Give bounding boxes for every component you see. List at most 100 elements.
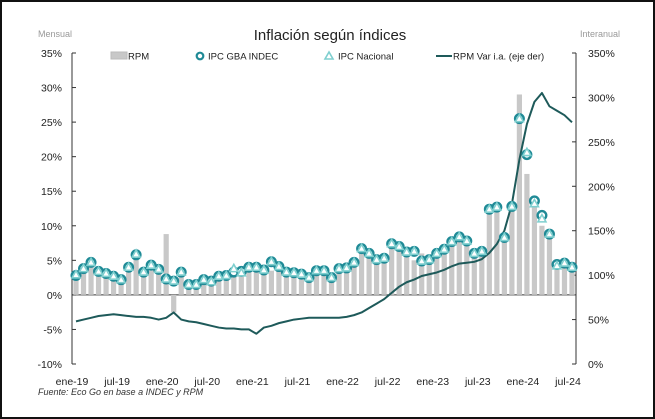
y-tick-label: -10% — [37, 359, 62, 371]
bar-rpm — [126, 270, 132, 295]
legend-label-rpm: RPM — [128, 52, 149, 63]
marker-ipc-nacional — [514, 112, 525, 123]
bar-rpm — [276, 270, 282, 295]
marker-ipc-nacional — [303, 271, 315, 282]
bar-rpm — [298, 274, 305, 295]
y-tick-label: 5% — [47, 255, 62, 267]
marker-ipc-nacional — [483, 203, 495, 213]
y2-tick-label: 100% — [588, 270, 615, 282]
marker-ipc-nacional — [78, 262, 89, 273]
y-tick-label: 25% — [41, 117, 62, 129]
bar-rpm — [494, 211, 500, 295]
bar-rpm — [148, 267, 154, 295]
marker-ipc-nacional — [138, 266, 149, 276]
bar-rpm — [321, 267, 327, 295]
legend-label-line: RPM Var i.a. (eje der) — [453, 52, 544, 63]
bar-rpm — [509, 205, 515, 295]
y-tick-label: 0% — [47, 290, 62, 302]
bar-rpm — [531, 205, 538, 295]
bar-rpm — [80, 270, 87, 295]
marker-ipc-nacional — [333, 262, 345, 273]
y2-tick-label: 350% — [588, 48, 615, 60]
bar-rpm — [95, 274, 102, 295]
marker-ipc-nacional — [108, 270, 119, 281]
legend-label-ipc-gba: IPC GBA INDEC — [208, 52, 278, 63]
bar-rpm — [441, 253, 447, 295]
bar-rpm — [464, 239, 470, 295]
marker-ipc-nacional — [506, 200, 518, 211]
marker-ipc-nacional — [536, 213, 548, 223]
bar-rpm — [73, 277, 79, 295]
line-rpm-yoy — [75, 91, 573, 335]
bar-rpm — [261, 270, 267, 295]
marker-ipc-nacional — [544, 228, 555, 238]
marker-ipc-nacional — [243, 261, 255, 272]
bar-rpm — [103, 274, 109, 295]
marker-ipc-nacional — [529, 197, 540, 208]
y-tick-label: -5% — [43, 324, 62, 336]
bar-rpm — [201, 281, 207, 295]
marker-ipc-nacional — [341, 262, 352, 272]
bar-rpm — [501, 239, 507, 295]
marker-ipc-nacional — [175, 266, 187, 276]
bar-rpm — [291, 274, 297, 295]
marker-ipc-nacional — [130, 248, 142, 258]
bar-rpm — [336, 267, 342, 295]
y-tick-label: 35% — [41, 48, 62, 60]
marker-ipc-nacional — [145, 259, 157, 269]
bar-rpm — [411, 260, 417, 295]
bar-rpm — [381, 260, 387, 295]
bar-rpm — [569, 267, 575, 295]
marker-ipc-nacional — [273, 260, 285, 271]
y2-tick-label: 150% — [588, 226, 615, 238]
marker-ipc-nacional — [446, 235, 458, 246]
x-tick-label: jul-23 — [464, 376, 491, 388]
marker-ipc-nacional — [115, 273, 127, 284]
right-axis-label: Interanual — [580, 29, 620, 39]
marker-ipc-nacional — [378, 252, 390, 263]
legend-swatch-ipc-nacional — [323, 50, 335, 60]
legend-swatch-ipc-gba — [195, 51, 205, 61]
marker-ipc-nacional — [461, 235, 473, 245]
bar-rpm — [253, 263, 259, 295]
marker-ipc-nacional — [220, 269, 232, 280]
y-tick-label: 20% — [41, 152, 62, 164]
bar-rpm — [539, 225, 545, 295]
bar-rpm — [404, 249, 410, 295]
legend-label-ipc-nacional: IPC Nacional — [338, 52, 393, 63]
marker-ipc-nacional — [85, 256, 97, 267]
marker-ipc-nacional — [326, 271, 337, 282]
bar-rpm — [389, 246, 395, 295]
bar-rpm — [449, 243, 455, 295]
x-tick-label: jul-19 — [103, 376, 130, 388]
marker-ipc-nacional — [521, 146, 533, 157]
marker-ipc-nacional — [408, 245, 420, 256]
y2-tick-label: 50% — [588, 315, 609, 327]
marker-ipc-nacional — [491, 201, 503, 211]
x-tick-label: ene-24 — [507, 376, 540, 388]
marker-ipc-nacional — [235, 266, 247, 277]
bar-rpm — [246, 267, 252, 295]
marker-ipc-nacional — [168, 275, 180, 285]
bar-rpm — [163, 234, 169, 295]
bar-rpm — [283, 274, 290, 295]
x-tick-label: jul-21 — [284, 376, 311, 388]
bar-rpm — [374, 260, 380, 295]
bar-rpm — [561, 263, 568, 295]
line-rpm-var-ia — [75, 91, 573, 335]
marker-ipc-nacional — [198, 273, 210, 284]
marker-ipc-nacional — [559, 257, 570, 267]
legend-swatch-rpm — [110, 51, 128, 60]
marker-ipc-nacional — [100, 267, 112, 278]
marker-ipc-nacional — [401, 246, 413, 256]
x-tick-label: ene-22 — [326, 376, 359, 388]
marker-ipc-nacional — [93, 265, 104, 276]
bar-rpm — [358, 249, 365, 295]
marker-ipc-nacional — [453, 230, 465, 241]
bar-rpm — [171, 294, 177, 313]
bar-rpm — [306, 274, 312, 295]
bar-rpm — [231, 274, 237, 295]
marker-ipc-nacional — [551, 260, 563, 270]
x-tick-label: ene-19 — [56, 376, 89, 388]
